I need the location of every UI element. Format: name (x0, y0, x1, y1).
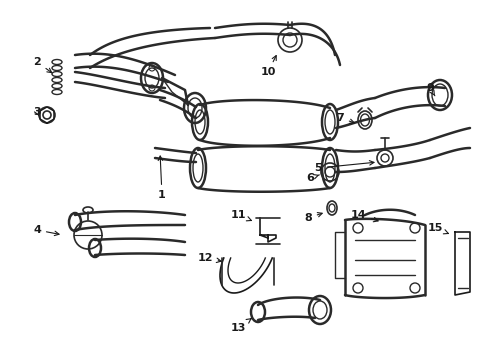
Text: 4: 4 (33, 225, 59, 235)
Text: 1: 1 (158, 156, 165, 200)
Text: 5: 5 (314, 161, 373, 173)
Text: 13: 13 (230, 319, 251, 333)
Text: 6: 6 (305, 173, 319, 183)
Text: 7: 7 (335, 113, 353, 123)
Text: 3: 3 (33, 107, 41, 117)
Text: 9: 9 (425, 83, 434, 96)
Text: 8: 8 (304, 212, 322, 223)
Text: 2: 2 (33, 57, 52, 73)
Text: 15: 15 (427, 223, 447, 234)
Text: 10: 10 (260, 55, 276, 77)
Text: 11: 11 (230, 210, 251, 221)
Text: 12: 12 (197, 253, 221, 263)
Text: 14: 14 (349, 210, 377, 222)
